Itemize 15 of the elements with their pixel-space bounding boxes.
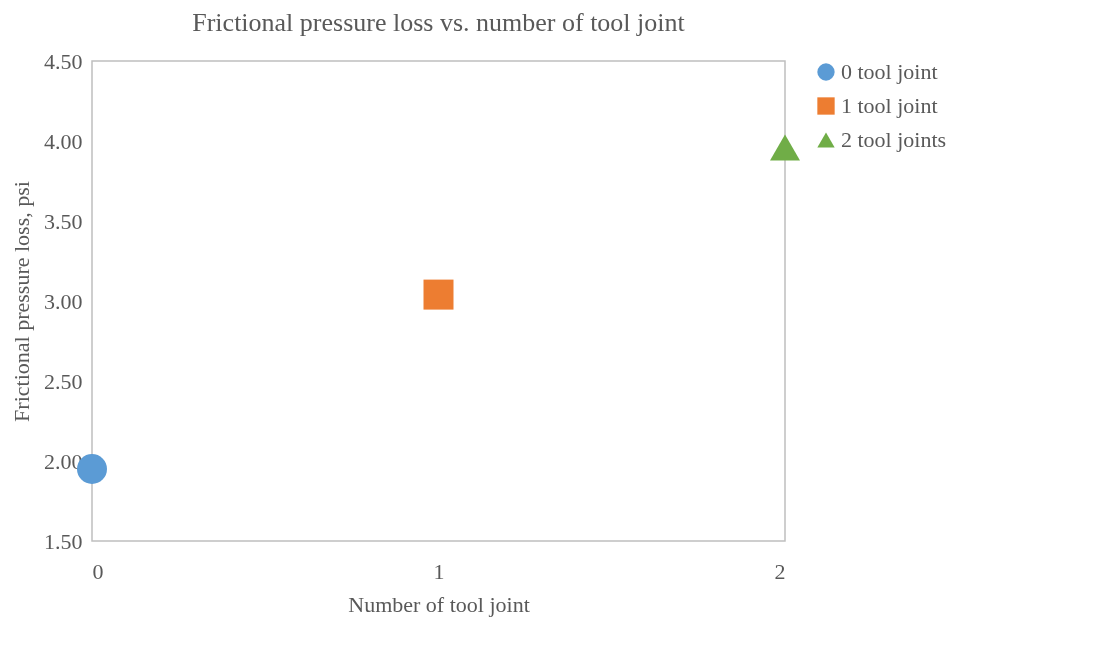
x-tick-label: 2 [774, 558, 786, 584]
legend-label: 2 tool joints [841, 127, 947, 152]
x-tick-label: 0 [92, 558, 104, 584]
x-tick-label: 1 [433, 558, 445, 584]
y-axis-title: Frictional pressure loss, psi [9, 181, 34, 422]
y-tick-label: 4.00 [44, 128, 83, 154]
y-tick-label: 4.50 [44, 48, 83, 74]
legend-label: 1 tool joint [841, 93, 938, 118]
legend-label: 0 tool joint [841, 59, 938, 84]
y-tick-label: 1.50 [44, 528, 83, 554]
y-tick-label: 3.00 [44, 288, 83, 314]
chart-title: Frictional pressure loss vs. number of tool joint [192, 8, 686, 37]
x-axis-title: Number of tool joint [348, 591, 530, 617]
y-tick-label: 3.50 [44, 208, 83, 234]
y-tick-label: 2.50 [44, 368, 83, 394]
